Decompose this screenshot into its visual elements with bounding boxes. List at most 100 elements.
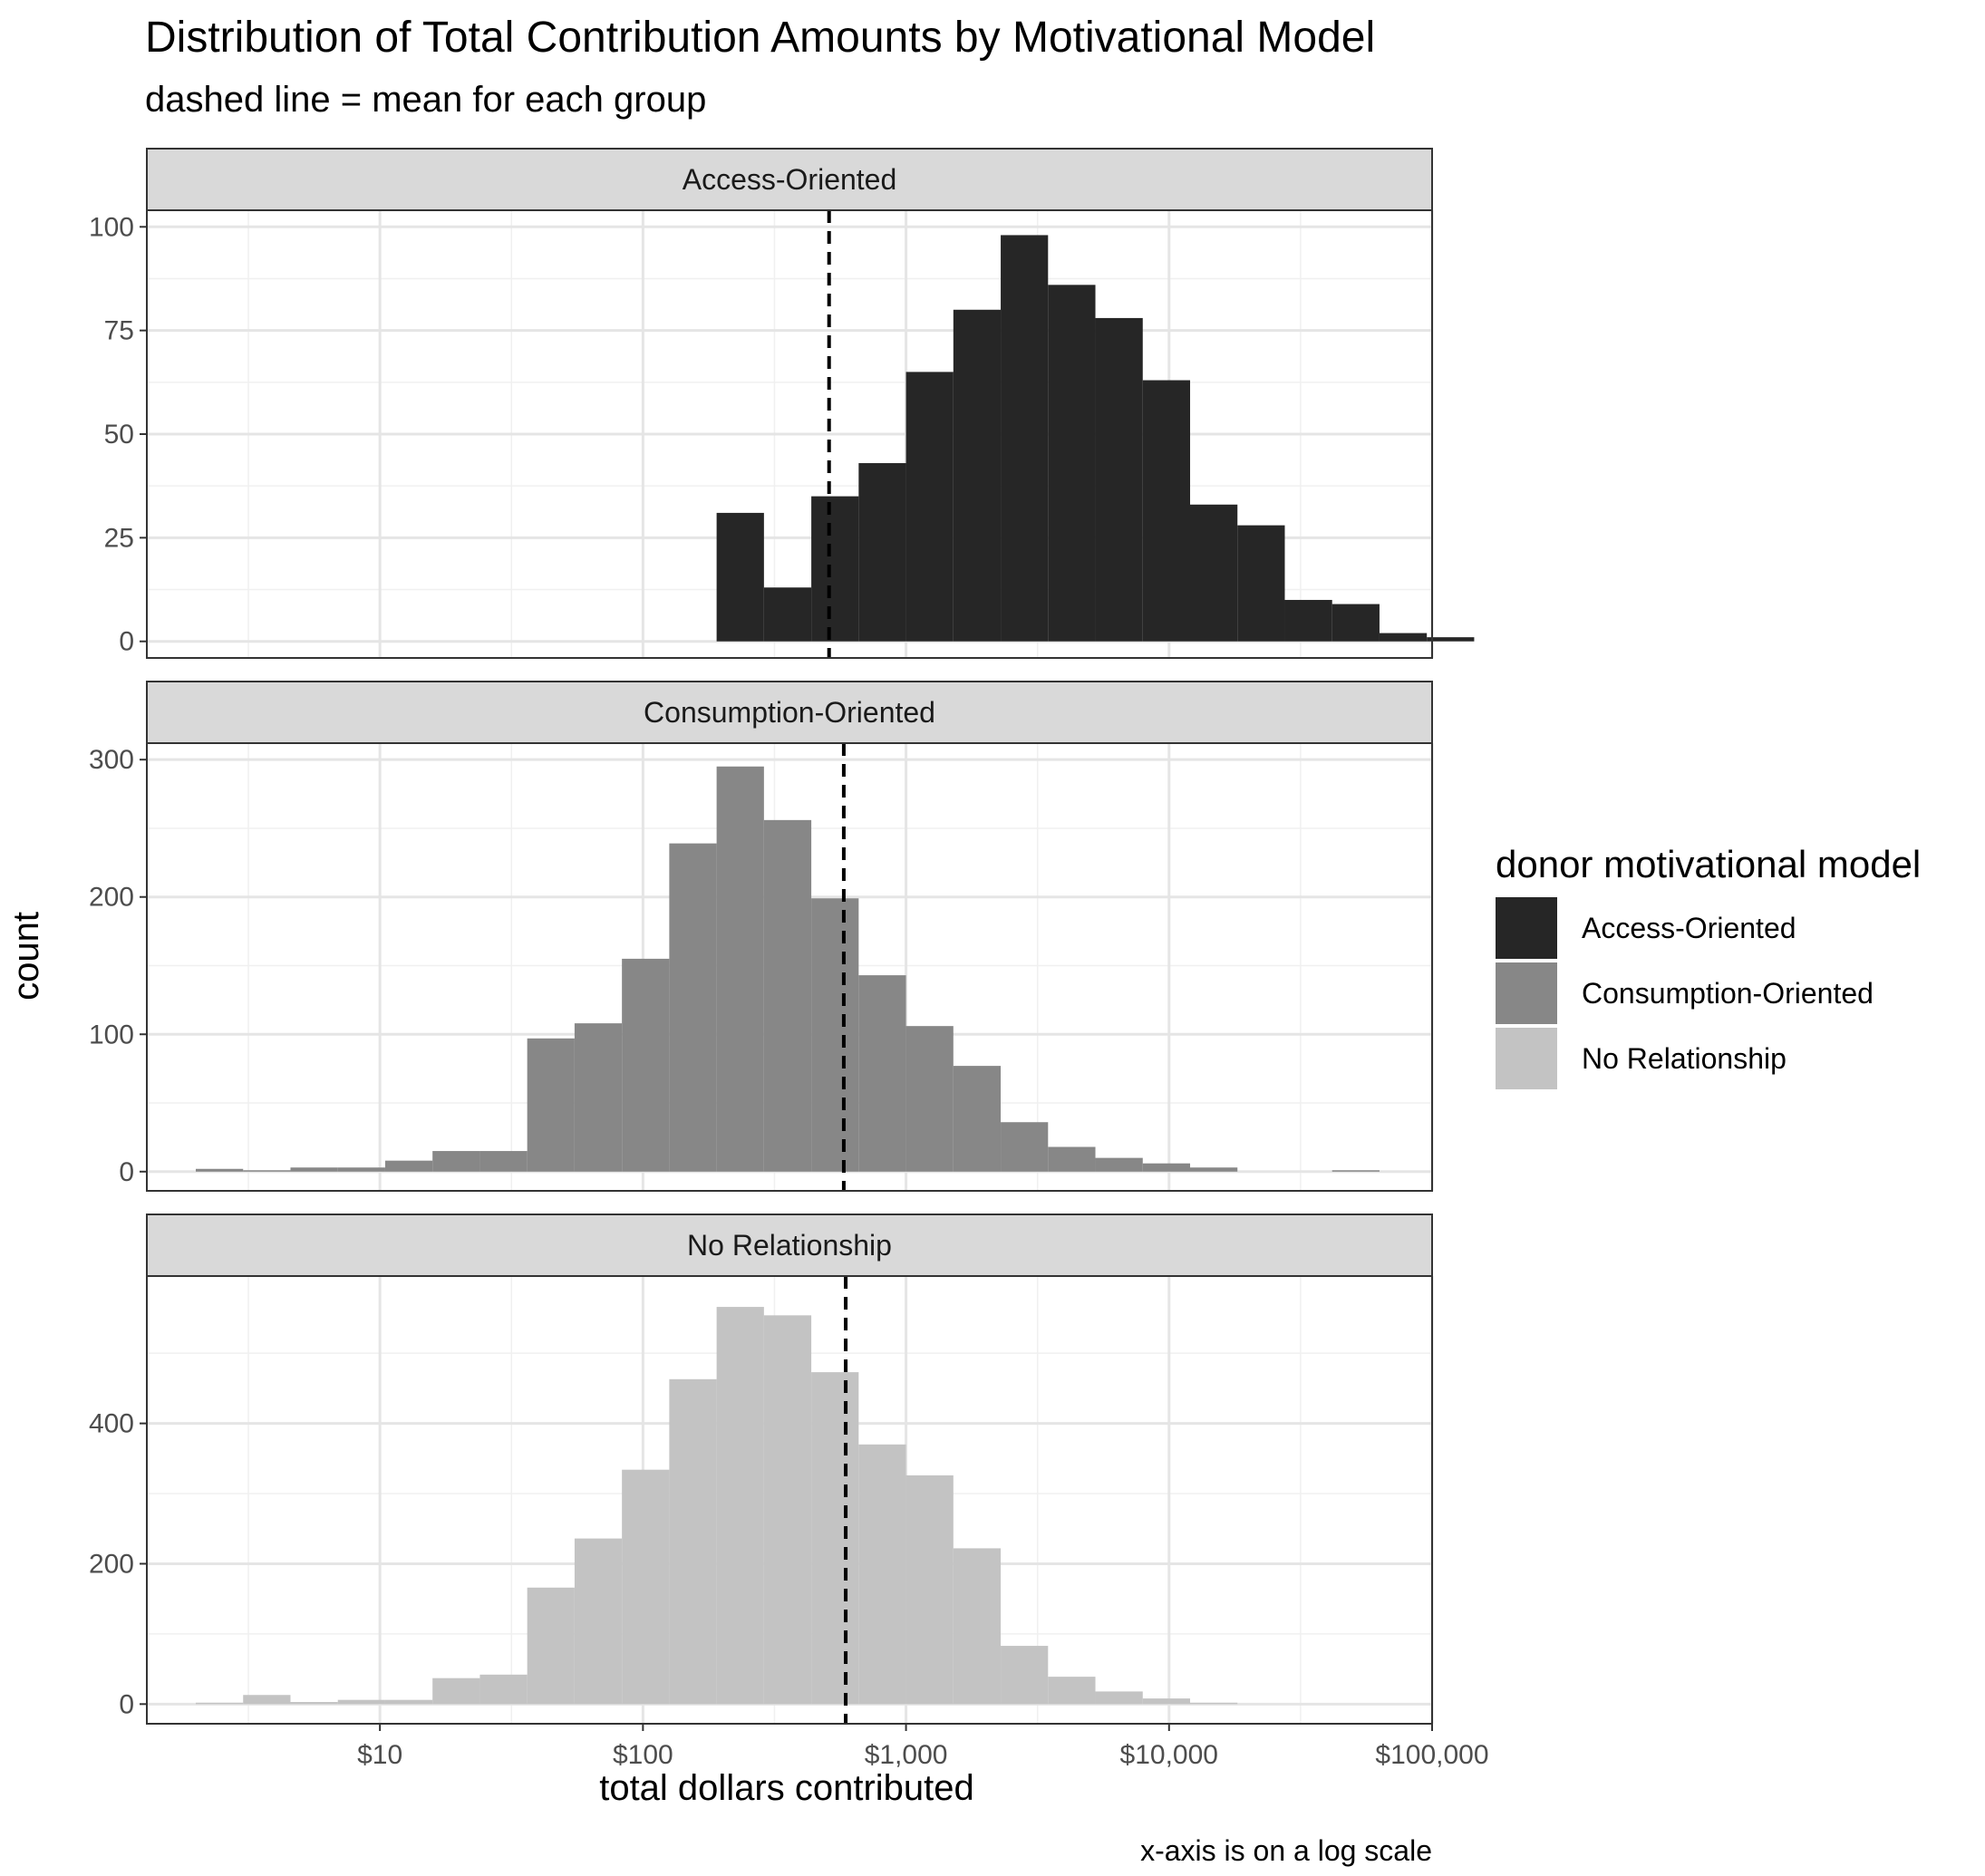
y-tick-label: 300	[89, 745, 134, 775]
legend-label: Consumption-Oriented	[1582, 977, 1874, 1010]
histogram-bar	[1001, 1122, 1049, 1172]
histogram-bar	[1095, 1691, 1143, 1705]
facet-strip	[146, 1214, 1433, 1277]
y-tick-label: 400	[89, 1409, 134, 1439]
panels-layer: Access-Oriented0255075100Consumption-Ori…	[89, 148, 1475, 1725]
legend-key	[1496, 1028, 1557, 1089]
histogram-bar	[432, 1151, 480, 1172]
x-tick-label: $100,000	[1375, 1740, 1488, 1770]
histogram-bar	[905, 1475, 954, 1705]
histogram-bar	[905, 1026, 954, 1172]
histogram-bar	[858, 1444, 906, 1705]
y-tick-label: 100	[89, 1020, 134, 1049]
facet-strip	[146, 681, 1433, 744]
panel-border	[146, 209, 1433, 659]
histogram-bar	[337, 1699, 385, 1705]
histogram-bar	[811, 898, 859, 1172]
histogram-bar	[622, 1469, 670, 1705]
histogram-bar	[479, 1151, 528, 1172]
histogram-bar	[905, 372, 954, 642]
histogram-bar	[1001, 1646, 1049, 1705]
histogram-bar	[1095, 317, 1143, 642]
histogram-bar	[622, 958, 670, 1172]
facet-panel: Access-Oriented 0 25 50 75 100	[89, 148, 1475, 659]
x-tick-label: $100	[613, 1740, 673, 1770]
histogram-bar	[1048, 1677, 1096, 1705]
histogram-bar	[1048, 285, 1096, 642]
histogram-bar	[384, 1160, 433, 1172]
facet-strip-label: Consumption-Oriented	[644, 696, 935, 729]
histogram-bar	[243, 1695, 291, 1705]
histogram-bar	[1284, 599, 1332, 642]
histogram-bar	[669, 843, 717, 1172]
chart-title: Distribution of Total Contribution Amoun…	[145, 14, 1376, 62]
y-tick-label: 50	[104, 420, 134, 450]
histogram-bar	[763, 587, 812, 642]
histogram-bar	[243, 1170, 291, 1172]
histogram-bar	[195, 1702, 244, 1705]
panel-border	[146, 742, 1433, 1192]
histogram-bar	[716, 766, 764, 1172]
y-tick-label: 0	[119, 1157, 134, 1187]
facet-strip-label: No Relationship	[687, 1229, 892, 1262]
histogram-bar	[811, 1372, 859, 1705]
legend-title: donor motivational model	[1496, 843, 1921, 885]
histogram-bar	[953, 1548, 1002, 1705]
histogram-bar	[1237, 525, 1285, 642]
histogram-bar	[574, 1023, 623, 1172]
y-tick-label: 0	[119, 1689, 134, 1719]
histogram-bar	[432, 1678, 480, 1705]
histogram-bar	[669, 1378, 717, 1705]
histogram-bar	[1142, 1698, 1191, 1705]
facet-panel: Consumption-Oriented 0 100 200 300	[89, 681, 1434, 1192]
y-tick-label: 100	[89, 212, 134, 242]
histogram-bar	[858, 975, 906, 1172]
histogram-bar	[1095, 1157, 1143, 1172]
histogram-bar	[479, 1674, 528, 1705]
histogram-bar	[195, 1168, 244, 1172]
histogram-bar	[1190, 1167, 1238, 1172]
legend-key	[1496, 962, 1557, 1024]
histogram-bar	[1331, 604, 1380, 642]
y-axis-title: count	[6, 912, 46, 1001]
histogram-bar	[953, 1066, 1002, 1172]
x-axis-title: total dollars contributed	[599, 1768, 974, 1808]
y-tick-label: 200	[89, 883, 134, 913]
legend-key	[1496, 897, 1557, 959]
facet-panel: No Relationship 0 200 400	[89, 1214, 1434, 1725]
y-tick-label: 25	[104, 523, 134, 553]
legend-label: No Relationship	[1582, 1042, 1786, 1075]
histogram-bar	[763, 1315, 812, 1705]
histogram-bar	[1142, 380, 1191, 642]
y-tick-label: 75	[104, 316, 134, 346]
histogram-bar	[1379, 633, 1428, 642]
histogram-bar	[1190, 1702, 1238, 1705]
legend: donor motivational model Access-Oriented…	[1496, 843, 1921, 1089]
histogram-bar	[290, 1701, 338, 1705]
histogram-bar	[384, 1699, 433, 1705]
y-tick-label: 0	[119, 627, 134, 657]
histogram-bar	[716, 512, 764, 642]
panel-border	[146, 1275, 1433, 1725]
histogram-bar	[1427, 637, 1475, 642]
histogram-bar	[953, 309, 1002, 642]
y-tick-label: 200	[89, 1549, 134, 1579]
x-axis: $10 $100 $1,000 $10,000 $100,000	[357, 1724, 1489, 1770]
histogram-bar	[763, 819, 812, 1172]
histogram-bar	[1331, 1170, 1380, 1172]
caption: x-axis is on a log scale	[1140, 1834, 1432, 1867]
facet-strip-label: Access-Oriented	[683, 163, 897, 196]
histogram-bar	[290, 1167, 338, 1172]
histogram-bar	[1048, 1146, 1096, 1172]
histogram-bar	[527, 1038, 575, 1172]
legend-label: Access-Oriented	[1582, 912, 1796, 944]
histogram-bar	[716, 1307, 764, 1705]
chart-subtitle: dashed line = mean for each group	[145, 80, 707, 120]
x-tick-label: $1,000	[865, 1740, 948, 1770]
x-tick-label: $10	[357, 1740, 402, 1770]
x-tick-label: $10,000	[1120, 1740, 1218, 1770]
histogram-bar	[811, 496, 859, 642]
histogram-bar	[1001, 235, 1049, 642]
histogram-bar	[1190, 504, 1238, 642]
